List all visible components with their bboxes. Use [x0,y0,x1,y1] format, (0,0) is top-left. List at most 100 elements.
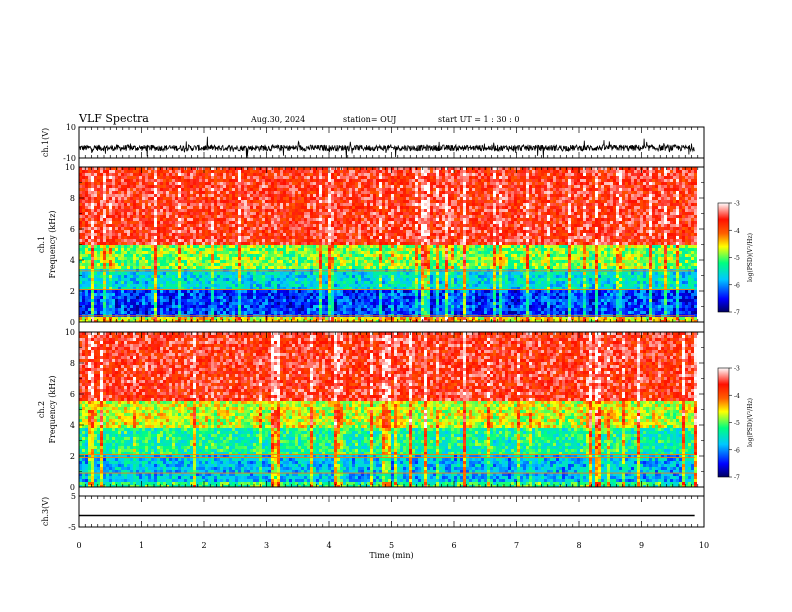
spectrogram-cell [169,179,172,182]
spectrogram-cell [349,242,352,245]
spectrogram-cell [241,296,244,299]
spectrogram-cell [313,311,316,314]
spectrogram-cell [160,233,163,236]
spectrogram-cell [220,176,223,179]
spectrogram-cell [349,296,352,299]
spectrogram-cell [187,245,190,248]
spectrogram-cell [205,296,208,299]
spectrogram-cell [262,278,265,281]
spectrogram-cell [106,272,109,275]
spectrogram-cell [154,233,157,236]
spectrogram-cell [193,245,196,248]
spectrogram-cell [142,287,145,290]
spectrogram-cell [121,212,124,215]
spectrogram-cell [118,221,121,224]
spectrogram-cell [214,278,217,281]
spectrogram-cell [226,254,229,257]
spectrogram-cell [310,311,313,314]
spectrogram-cell [322,272,325,275]
spectrogram-cell [103,188,106,191]
spectrogram-cell [277,200,280,203]
spectrogram-cell [238,230,241,233]
spectrogram-cell [346,176,349,179]
spectrogram-cell [184,200,187,203]
spectrogram-cell [226,308,229,311]
spectrogram-cell [259,260,262,263]
spectrogram-cell [94,215,97,218]
spectrogram-cell [106,290,109,293]
spectrogram-cell [349,254,352,257]
spectrogram-cell [325,176,328,179]
spectrogram-cell [106,194,109,197]
spectrogram-cell [262,257,265,260]
spectrogram-cell [280,182,283,185]
spectrogram-cell [226,227,229,230]
spectrogram-cell [205,245,208,248]
spectrogram-cell [307,206,310,209]
spectrogram-cell [220,305,223,308]
spectrogram-cell [166,260,169,263]
spectrogram-cell [106,251,109,254]
spectrogram-cell [235,263,238,266]
spectrogram-cell [286,221,289,224]
spectrogram-cell [349,287,352,290]
spectrogram-cell [328,296,331,299]
spectrogram-cell [325,182,328,185]
spectrogram-cell [313,200,316,203]
spectrogram-cell [349,224,352,227]
spectrogram-cell [235,284,238,287]
spectrogram-cell [271,257,274,260]
spectrogram-cell [232,212,235,215]
spectrogram-cell [97,242,100,245]
spectrogram-cell [289,287,292,290]
spectrogram-cell [103,254,106,257]
spectrogram-cell [91,215,94,218]
spectrogram-cell [202,317,205,320]
spectrogram-cell [298,317,301,320]
spectrogram-cell [142,308,145,311]
spectrogram-cell [136,230,139,233]
spectrogram-cell [112,248,115,251]
spectrogram-cell [235,293,238,296]
spectrogram-cell [349,284,352,287]
spectrogram-cell [112,245,115,248]
spectrogram-cell [103,245,106,248]
spectrogram-cell [184,185,187,188]
spectrogram-cell [187,233,190,236]
spectrogram-cell [205,311,208,314]
spectrogram-cell [142,209,145,212]
spectrogram-cell [202,188,205,191]
spectrogram-cell [127,236,130,239]
spectrogram-cell [310,317,313,320]
spectrogram-cell [190,254,193,257]
spectrogram-cell [340,242,343,245]
spectrogram-cell [88,212,91,215]
spectrogram-cell [316,227,319,230]
spectrogram-cell [154,284,157,287]
spectrogram-cell [157,212,160,215]
spectrogram-cell [334,281,337,284]
spectrogram-cell [340,305,343,308]
spectrogram-cell [223,179,226,182]
spectrogram-cell [274,305,277,308]
spectrogram-cell [193,197,196,200]
spectrogram-cell [181,173,184,176]
spectrogram-cell [337,293,340,296]
spectrogram-cell [163,305,166,308]
spectrogram-cell [184,215,187,218]
spectrogram-cell [196,248,199,251]
spectrogram-cell [250,239,253,242]
spectrogram-cell [235,251,238,254]
spectrogram-cell [193,272,196,275]
spectrogram-cell [286,254,289,257]
spectrogram-cell [106,206,109,209]
spectrogram-cell [214,242,217,245]
spectrogram-cell [91,299,94,302]
spectrogram-cell [97,188,100,191]
spectrogram-cell [145,293,148,296]
spectrogram-cell [130,182,133,185]
spectrogram-cell [331,290,334,293]
spectrogram-cell [223,200,226,203]
spectrogram-cell [241,284,244,287]
spectrogram-cell [151,206,154,209]
